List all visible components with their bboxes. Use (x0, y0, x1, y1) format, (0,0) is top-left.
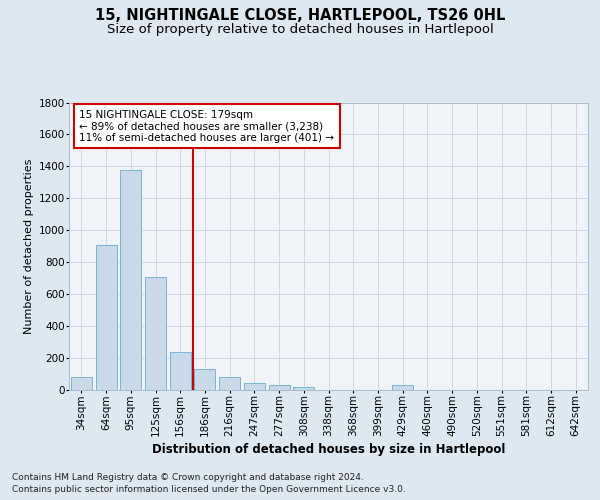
Text: 15 NIGHTINGALE CLOSE: 179sqm
← 89% of detached houses are smaller (3,238)
11% of: 15 NIGHTINGALE CLOSE: 179sqm ← 89% of de… (79, 110, 334, 143)
Bar (244, 383, 265, 390)
Text: Distribution of detached houses by size in Hartlepool: Distribution of detached houses by size … (152, 442, 505, 456)
Bar (71, 377, 92, 390)
Bar (120, 170, 141, 390)
Text: Contains public sector information licensed under the Open Government Licence v3: Contains public sector information licen… (12, 485, 406, 494)
Bar (293, 387, 314, 390)
Bar (145, 276, 166, 390)
Bar (95, 244, 116, 390)
Bar (170, 352, 191, 390)
Bar (392, 385, 413, 390)
Text: Size of property relative to detached houses in Hartlepool: Size of property relative to detached ho… (107, 22, 493, 36)
Bar (219, 377, 240, 390)
Text: Contains HM Land Registry data © Crown copyright and database right 2024.: Contains HM Land Registry data © Crown c… (12, 472, 364, 482)
Bar (194, 369, 215, 390)
Bar (269, 385, 290, 390)
Y-axis label: Number of detached properties: Number of detached properties (25, 158, 34, 334)
Text: 15, NIGHTINGALE CLOSE, HARTLEPOOL, TS26 0HL: 15, NIGHTINGALE CLOSE, HARTLEPOOL, TS26 … (95, 8, 505, 22)
